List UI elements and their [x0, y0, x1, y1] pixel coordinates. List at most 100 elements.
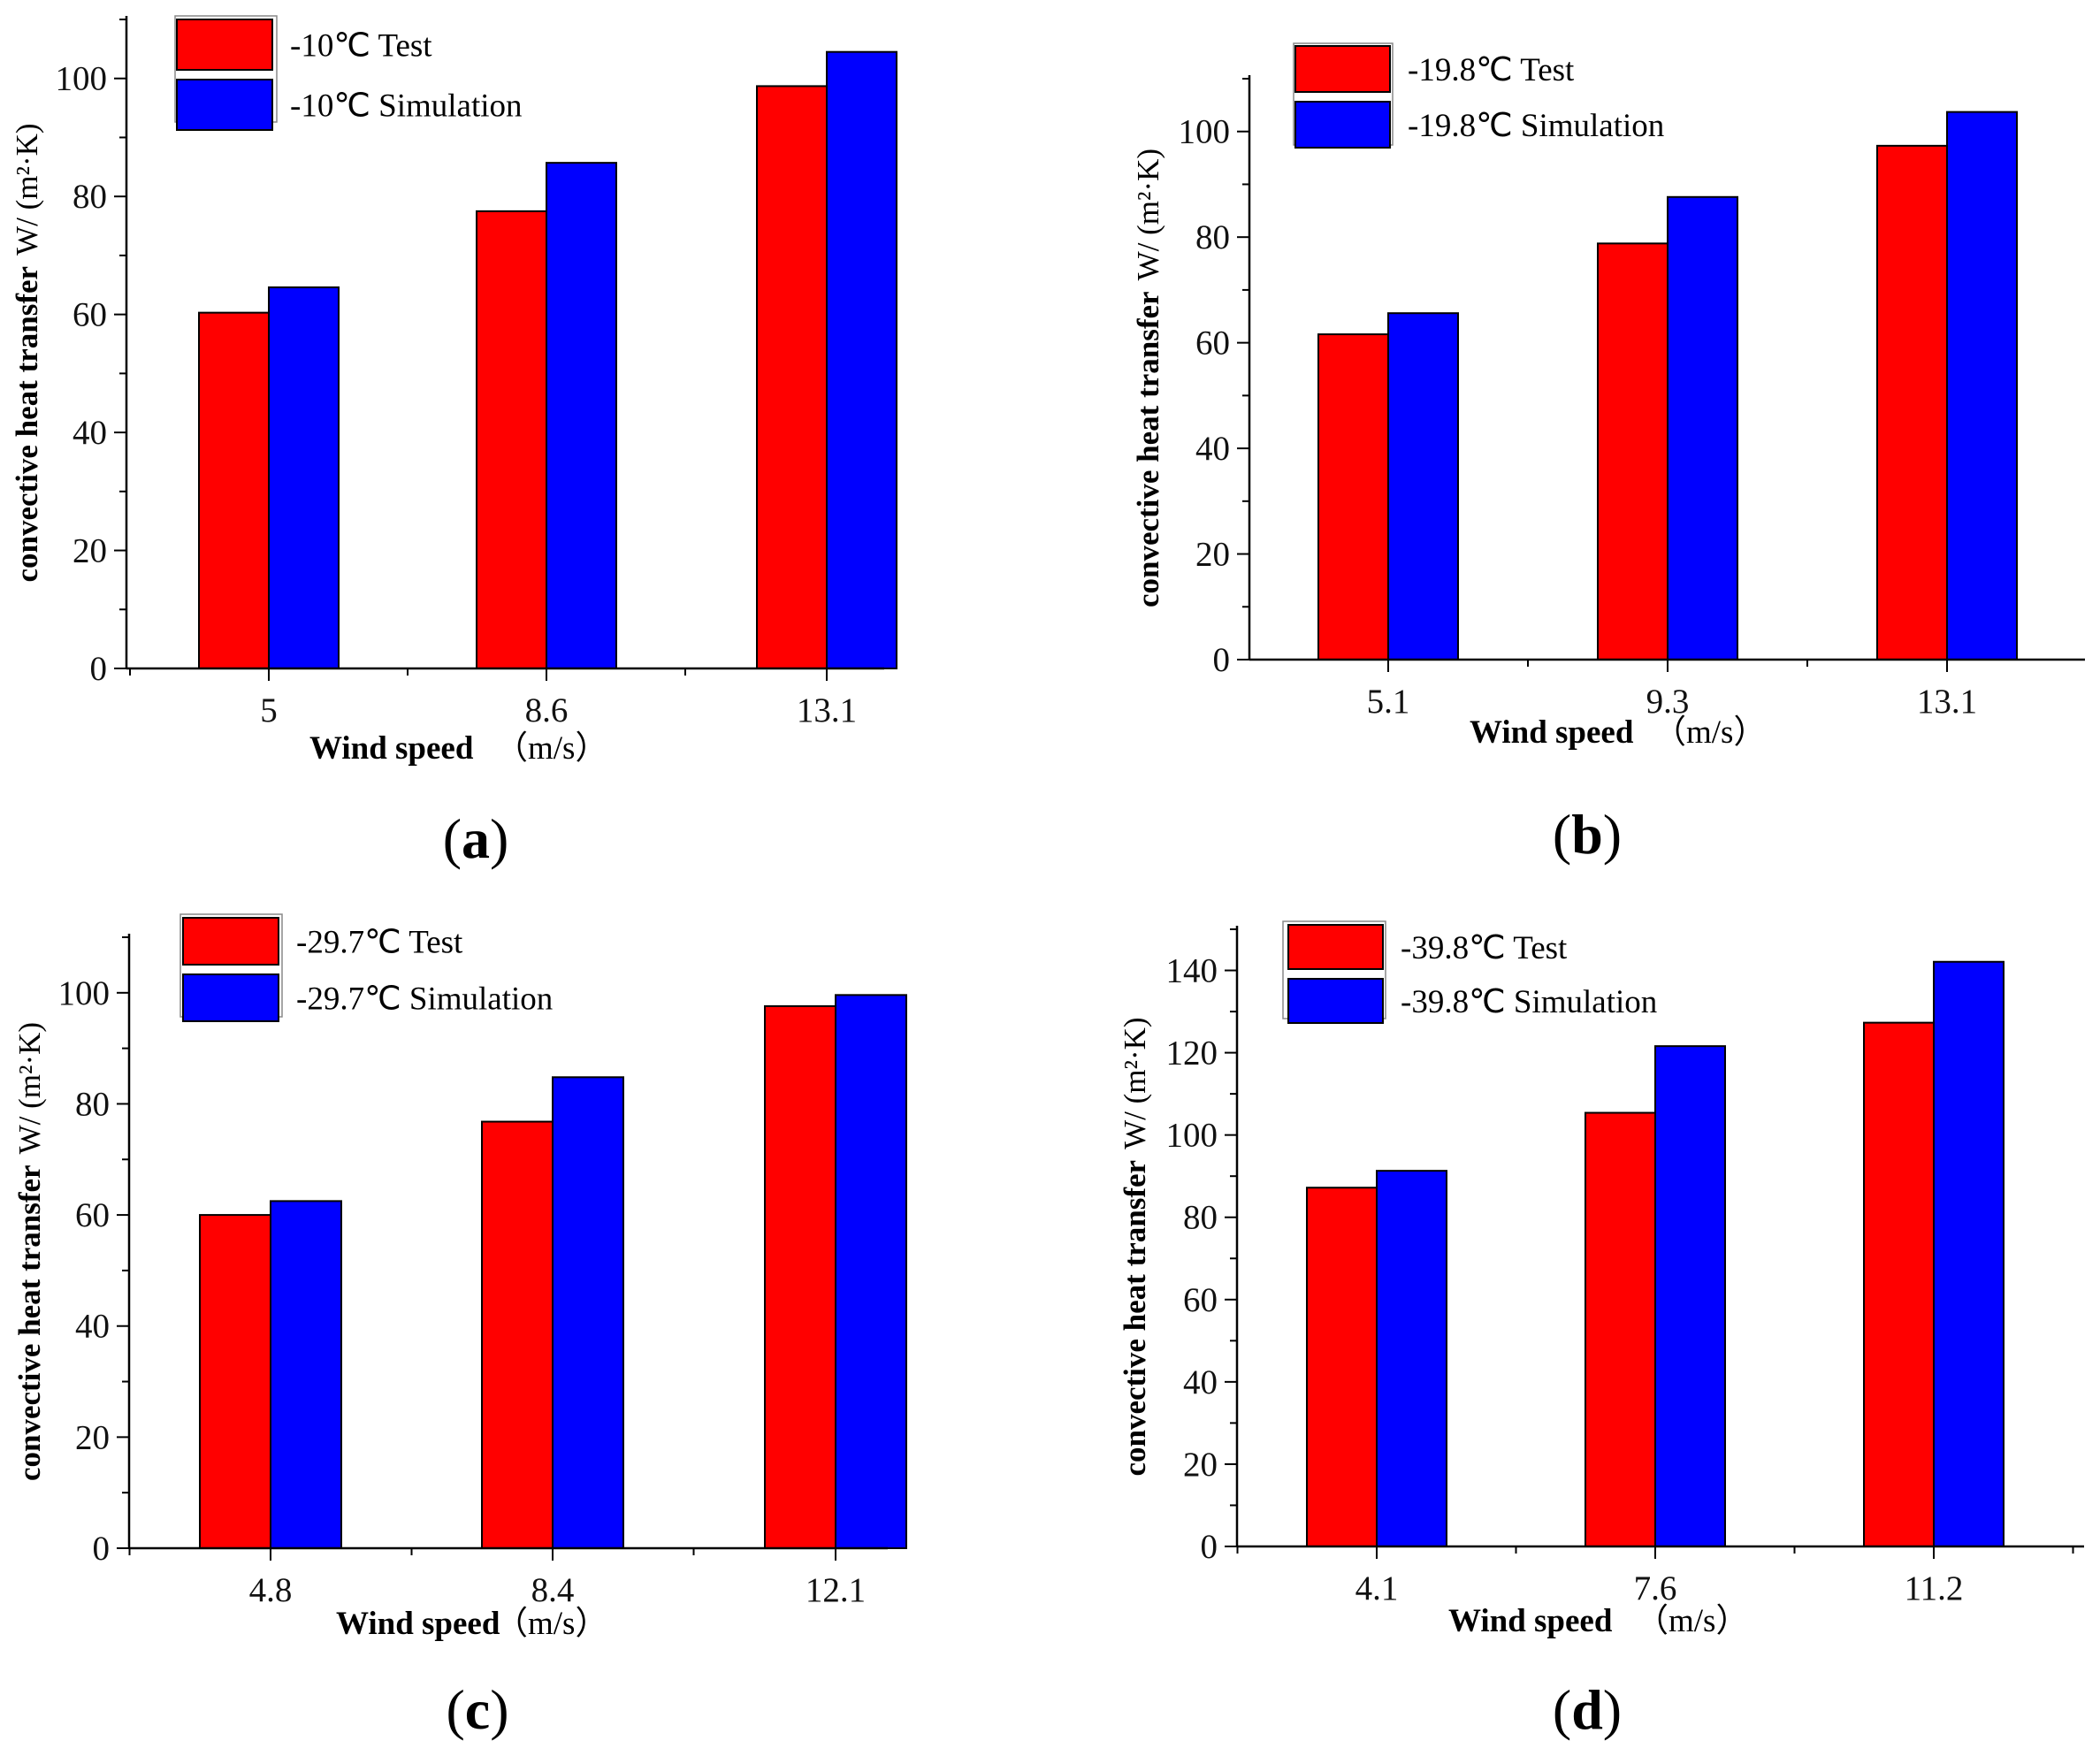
simulation-bar-5.1 — [1387, 312, 1459, 660]
y-axis-title-main: convective heat transfer — [1131, 291, 1165, 607]
y-tick-label: 80 — [1183, 1199, 1218, 1237]
legend-label-test: -39.8℃ Test — [1401, 930, 1568, 966]
simulation-bar-8.6 — [546, 162, 617, 669]
y-axis-title: convective heat transfer W/ (m²·K) — [1131, 149, 1165, 607]
x-tick-label: 7.6 — [1634, 1569, 1677, 1607]
simulation-bar-8.4 — [552, 1076, 624, 1549]
simulation-bar-12.1 — [835, 994, 907, 1549]
test-bar-5.1 — [1317, 333, 1389, 660]
x-tick-label: 4.1 — [1355, 1569, 1399, 1607]
x-axis-unit: （m/s） — [495, 730, 607, 767]
y-tick-label: 80 — [73, 178, 107, 216]
legend-label-simulation: -39.8℃ Simulation — [1401, 984, 1657, 1020]
panel-label-close: ) — [1603, 1678, 1622, 1741]
legend-swatch-test — [182, 917, 279, 966]
x-axis-unit: （m/s） — [495, 1606, 607, 1642]
y-tick-label: 0 — [1213, 641, 1231, 679]
x-tick-label: 11.2 — [1905, 1569, 1964, 1607]
panel-label-letter: c — [465, 1678, 490, 1741]
simulation-bar-13.1 — [826, 50, 897, 669]
y-tick-label: 20 — [73, 532, 107, 570]
x-tick-label: 13.1 — [797, 691, 857, 729]
chart-panel-b: 0 20 40 60 80 100 5.1 9.3 13.1 Wind speed （m/s） con… — [1131, 42, 2085, 866]
x-axis-title: Wind speed — [309, 730, 474, 767]
legend-label-test: -19.8℃ Test — [1408, 52, 1575, 88]
panel-label-open: ( — [1553, 1678, 1571, 1741]
y-tick-label: 60 — [73, 296, 107, 334]
panel-label: (a) — [443, 807, 509, 870]
chart-panel-a: 0 20 40 60 80 100 5 8.6 13.1 Wind speed （m/s） conve… — [10, 15, 897, 870]
y-tick-label: 40 — [73, 414, 107, 452]
simulation-bar-5 — [268, 286, 340, 669]
y-tick-label: 80 — [75, 1085, 110, 1123]
y-tick-label: 60 — [1195, 324, 1230, 363]
panel-label-open: ( — [1553, 803, 1571, 866]
simulation-bar-13.1 — [1946, 111, 2018, 661]
legend-swatch-test — [1294, 45, 1391, 93]
x-tick-label: 5 — [260, 691, 278, 729]
test-bar-8.4 — [481, 1120, 554, 1550]
panel-label-open: ( — [443, 807, 462, 870]
x-tick-label: 13.1 — [1917, 683, 1977, 721]
x-axis-title: Wind speed — [1470, 714, 1634, 751]
y-axis-title-unit: W/ (m²·K) — [10, 123, 44, 255]
y-tick-label: 60 — [75, 1196, 110, 1234]
panel-label-close: ) — [490, 1678, 508, 1741]
test-bar-5 — [198, 311, 270, 669]
panel-label-close: ) — [1603, 803, 1622, 866]
legend-swatch-simulation — [182, 973, 279, 1022]
simulation-bar-11.2 — [1933, 960, 2005, 1547]
y-tick-label: 20 — [1183, 1446, 1218, 1484]
y-tick-label: 0 — [93, 1530, 111, 1568]
test-bar-8.6 — [476, 210, 547, 669]
legend-swatch-simulation — [1287, 978, 1384, 1024]
y-axis-title-main: convective heat transfer — [1118, 1160, 1152, 1477]
legend-label-simulation: -10℃ Simulation — [290, 88, 523, 125]
y-tick-label: 60 — [1183, 1281, 1218, 1319]
legend-swatch-simulation — [1294, 101, 1391, 149]
y-tick-label: 100 — [1179, 113, 1231, 151]
panel-label: (c) — [446, 1678, 508, 1741]
y-tick-label: 20 — [1195, 536, 1230, 574]
y-tick-label: 140 — [1166, 952, 1218, 990]
x-tick-label: 5.1 — [1367, 683, 1410, 721]
y-tick-label: 20 — [75, 1418, 110, 1456]
legend-label-simulation: -19.8℃ Simulation — [1408, 108, 1664, 144]
panel-label-open: ( — [446, 1678, 464, 1741]
x-tick-label: 4.8 — [249, 1571, 293, 1609]
test-bar-11.2 — [1863, 1021, 1935, 1547]
x-axis-unit: （m/s） — [1653, 714, 1766, 751]
legend-swatch-simulation — [176, 79, 273, 131]
panel-label-letter: a — [462, 807, 490, 870]
y-tick-label: 100 — [1166, 1117, 1218, 1155]
x-axis-title: Wind speed — [1448, 1603, 1613, 1639]
simulation-bar-4.1 — [1376, 1170, 1447, 1547]
y-axis-title-unit: W/ (m²·K) — [1118, 1017, 1152, 1149]
y-tick-label: 40 — [1183, 1363, 1218, 1401]
y-axis-title: convective heat transfer W/ (m²·K) — [1118, 1017, 1152, 1476]
y-tick-label: 40 — [1195, 430, 1230, 468]
chart-panel-d: 0 20 40 60 80 100 120 140 4.1 7.6 11.2 Wind speed （m… — [1118, 920, 2084, 1741]
simulation-bar-9.3 — [1667, 195, 1738, 661]
simulation-bar-7.6 — [1654, 1045, 1726, 1547]
test-bar-12.1 — [764, 1004, 836, 1549]
panel-label-letter: d — [1571, 1678, 1603, 1741]
test-bar-13.1 — [1876, 144, 1948, 660]
panel-label-close: ) — [490, 807, 508, 870]
panel-label: (d) — [1553, 1678, 1622, 1741]
test-bar-4.8 — [199, 1214, 271, 1550]
y-axis-title-unit: W/ (m²·K) — [12, 1022, 47, 1154]
chart-panel-c: 0 20 40 60 80 100 4.8 8.4 12.1 Wind speed（m/s） con… — [12, 913, 907, 1741]
panel-label-letter: b — [1571, 803, 1603, 866]
panel-label: (b) — [1553, 803, 1622, 866]
simulation-bar-4.8 — [270, 1200, 342, 1549]
y-tick-label: 0 — [90, 650, 108, 688]
legend-label-test: -29.7℃ Test — [296, 925, 463, 961]
x-tick-label: 8.6 — [525, 691, 569, 729]
x-tick-label: 12.1 — [806, 1571, 866, 1609]
y-axis-title-main: convective heat transfer — [12, 1164, 47, 1481]
y-tick-label: 100 — [58, 974, 111, 1012]
y-tick-label: 120 — [1166, 1035, 1218, 1073]
y-axis-title-main: convective heat transfer — [10, 266, 44, 583]
